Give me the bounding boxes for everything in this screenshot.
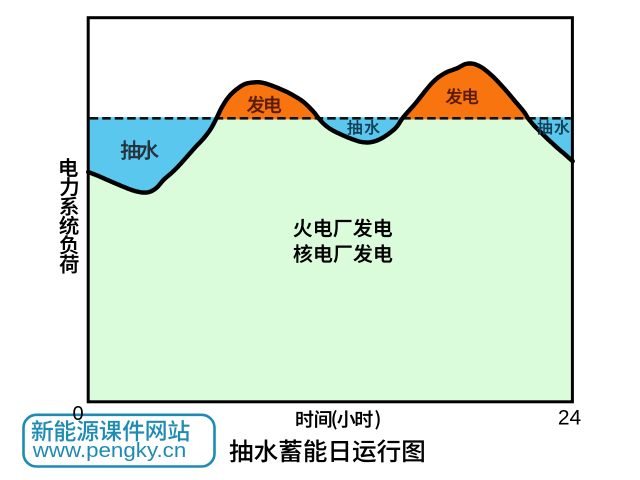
svg-text:24: 24 xyxy=(558,406,582,429)
svg-text:0: 0 xyxy=(72,403,83,425)
svg-text:www.pengky.cn: www.pengky.cn xyxy=(32,439,187,462)
